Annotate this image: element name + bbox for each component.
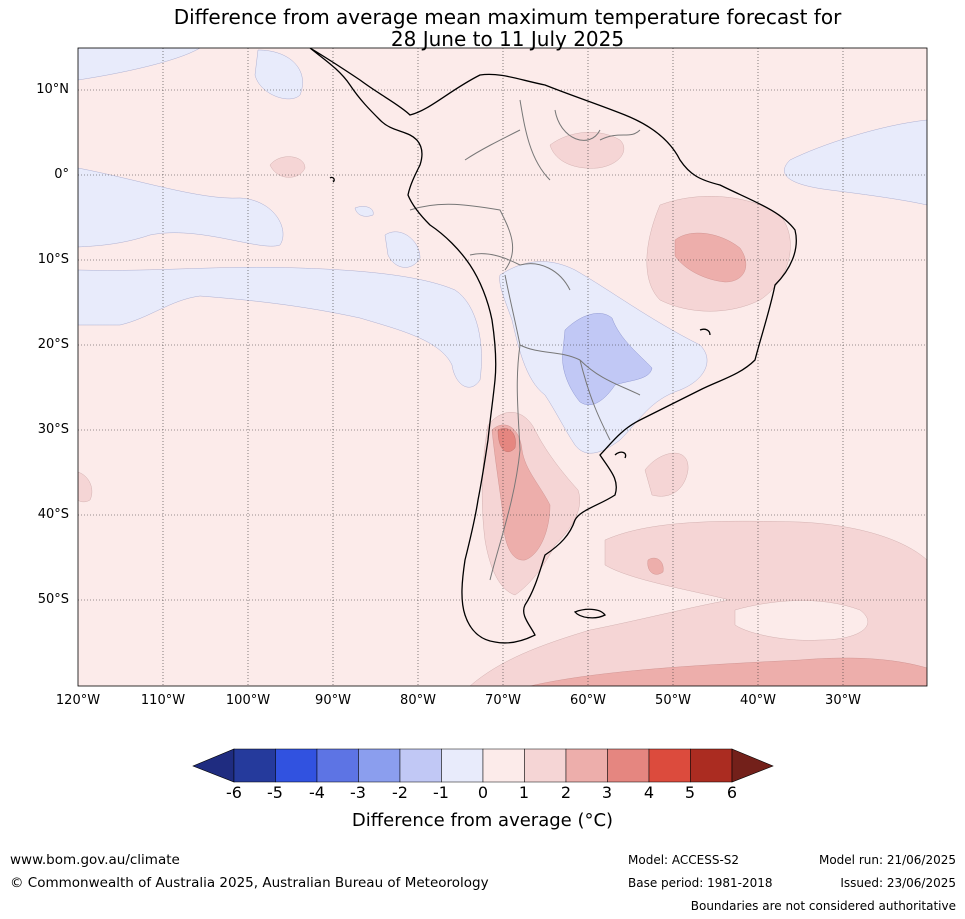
title-line-1: Difference from average mean maximum tem…: [173, 5, 842, 29]
lon-label-70w: 70°W: [485, 693, 521, 708]
gridlines: [78, 48, 927, 686]
warm-region-argentina-peak: [497, 428, 516, 452]
copyright-text: © Commonwealth of Australia 2025, Austra…: [10, 875, 489, 891]
lat-label-0: 0°: [54, 167, 69, 182]
boundaries-disclaimer: Boundaries are not considered authoritat…: [690, 899, 956, 913]
website-link[interactable]: www.bom.gov.au/climate: [10, 852, 180, 868]
colorbar-tick: -4: [309, 783, 325, 802]
anomaly-field: [78, 48, 927, 686]
warm-region-brazil-strong: [674, 232, 747, 283]
cool-region-pacific-north: [78, 48, 201, 81]
model-name: Model: ACCESS-S2: [628, 853, 740, 867]
cool-region-interior-strong: [562, 313, 653, 406]
colorbar-tick: 3: [601, 783, 613, 802]
colorbar: [192, 748, 774, 783]
colorbar-tick: 5: [684, 783, 696, 802]
lon-label-120w: 120°W: [55, 693, 101, 708]
model-run: Model run: 21/06/2025: [818, 853, 956, 867]
lat-label-20s: 20°S: [37, 337, 69, 352]
lat-label-50s: 50°S: [37, 592, 69, 607]
colorbar-tick: 4: [643, 783, 655, 802]
lat-label-40s: 40°S: [37, 507, 69, 522]
colorbar-cell: [565, 748, 608, 783]
colorbar-cell: [399, 748, 442, 783]
colorbar-cell: [690, 748, 733, 783]
lat-label-10n: 10°N: [36, 82, 69, 97]
colorbar-cell: [358, 748, 401, 783]
colorbar-tick: -5: [267, 783, 283, 802]
lon-label-60w: 60°W: [570, 693, 606, 708]
colorbar-tick: 0: [477, 783, 489, 802]
cool-region-near-coast: [384, 231, 421, 268]
colorbar-tick: 6: [726, 783, 738, 802]
colorbar-tick: 1: [518, 783, 530, 802]
colorbar-tick: -2: [392, 783, 408, 802]
warm-region-uruguay: [644, 452, 689, 497]
colorbar-cell: [233, 748, 276, 783]
warm-region-argentina-strong: [491, 424, 551, 561]
issued-date: Issued: 23/06/2025: [840, 876, 956, 890]
colorbar-tick: -1: [433, 783, 449, 802]
colorbar-label: Difference from average (°C): [351, 810, 614, 831]
coastline: [309, 48, 797, 644]
colorbar-cell: [607, 748, 650, 783]
lon-label-30w: 30°W: [825, 693, 861, 708]
colorbar-cell: [275, 748, 318, 783]
lat-label-10s: 10°S: [37, 252, 69, 267]
colorbar-cell: [482, 748, 525, 783]
lon-label-90w: 90°W: [315, 693, 351, 708]
country-borders: [409, 99, 641, 581]
lon-label-40w: 40°W: [740, 693, 776, 708]
colorbar-under-arrow: [192, 748, 235, 783]
cool-region-equatorial-pacific: [78, 167, 284, 248]
warm-region-south-pocket: [647, 557, 664, 575]
colorbar-tick: -3: [350, 783, 366, 802]
colorbar-over-arrow: [731, 748, 774, 783]
lon-label-80w: 80°W: [400, 693, 436, 708]
lat-label-30s: 30°S: [37, 422, 69, 437]
neutral-patch: [734, 600, 868, 641]
cool-region-pacific-north2: [254, 49, 303, 100]
lon-label-50w: 50°W: [655, 693, 691, 708]
colorbar-cell: [441, 748, 484, 783]
lon-label-100w: 100°W: [225, 693, 271, 708]
lon-label-110w: 110°W: [140, 693, 186, 708]
colorbar-cell: [524, 748, 567, 783]
title-line-2: 28 June to 11 July 2025: [390, 27, 625, 51]
colorbar-tick: -6: [226, 783, 242, 802]
warm-region-south-atlantic: [469, 520, 927, 686]
cool-region-southeast-pacific: [78, 267, 482, 388]
map-frame: [77, 47, 928, 687]
warm-region-northeast: [549, 132, 625, 169]
colorbar-cell: [648, 748, 691, 783]
warm-region-far-south: [529, 657, 927, 686]
colorbar-cell: [316, 748, 359, 783]
colorbar-tick: 2: [560, 783, 572, 802]
base-period: Base period: 1981-2018: [628, 876, 773, 890]
warm-region-west: [78, 471, 93, 503]
cool-region-small: [354, 206, 374, 217]
